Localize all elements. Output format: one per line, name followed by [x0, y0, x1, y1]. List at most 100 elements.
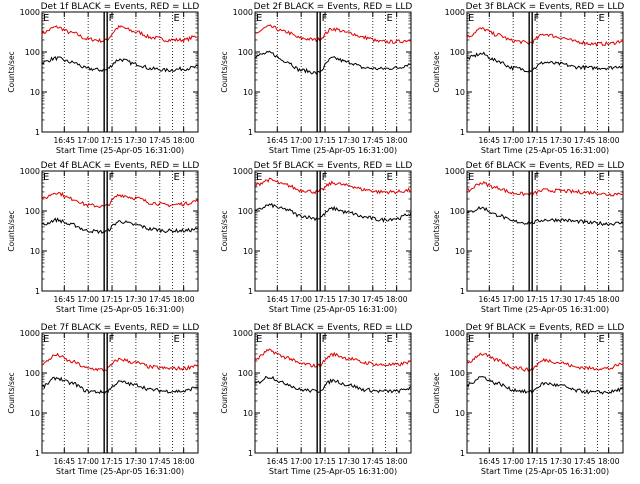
marker-label: E: [256, 172, 262, 183]
detector-panel: Det 3f BLACK = Events, RED = LLD Counts/s…: [432, 2, 624, 155]
y-tick-label: 1: [35, 287, 40, 296]
panel-title: Det 6f BLACK = Events, RED = LLD: [466, 161, 625, 171]
plot-frame: [254, 170, 412, 292]
x-tick-label: 18:00: [173, 136, 195, 145]
x-tick-label: 17:45: [149, 457, 171, 466]
lld-series-line: [466, 352, 624, 372]
y-tick-label: 100: [238, 369, 253, 378]
lld-series-line: [254, 177, 412, 195]
x-tick-label: 17:30: [125, 457, 147, 466]
x-tick-label: 17:15: [314, 295, 336, 304]
y-tick-label: 100: [25, 369, 40, 378]
x-tick-label: 18:00: [598, 295, 620, 304]
panel-title: Det 9f BLACK = Events, RED = LLD: [466, 323, 625, 333]
events-series-line: [41, 55, 199, 73]
panel-title: Det 2f BLACK = Events, RED = LLD: [254, 2, 413, 12]
lld-series-line: [254, 348, 412, 368]
y-tick-label: 1000: [20, 329, 40, 338]
y-tick-label: 10: [30, 247, 40, 256]
marker-label: E: [174, 13, 180, 24]
detector-panel: Det 2f BLACK = Events, RED = LLD Counts/s…: [220, 2, 412, 155]
x-tick-label: 18:00: [598, 457, 620, 466]
y-axis-label: Counts/sec: [7, 51, 16, 92]
x-axis-label: Start Time (25-Apr-05 16:31:00): [56, 305, 184, 314]
marker-label: E: [599, 334, 605, 345]
x-tick-label: 18:00: [386, 136, 408, 145]
y-tick-label: 1: [248, 449, 253, 458]
x-tick-label: 17:00: [502, 295, 524, 304]
y-tick-label: 100: [450, 369, 465, 378]
y-tick-label: 1000: [445, 329, 465, 338]
marker-label: E: [599, 172, 605, 183]
plot-frame: [254, 11, 412, 133]
x-tick-label: 17:45: [362, 457, 384, 466]
plot-frame: [466, 332, 624, 454]
panel-title: Det 8f BLACK = Events, RED = LLD: [254, 323, 413, 333]
x-tick-label: 17:45: [149, 136, 171, 145]
marker-label: E: [387, 172, 393, 183]
x-tick-label: 18:00: [173, 457, 195, 466]
x-axis-label: Start Time (25-Apr-05 16:31:00): [481, 467, 609, 476]
lld-series-line: [41, 191, 199, 209]
marker-label: E: [256, 13, 262, 24]
x-tick-label: 16:45: [478, 457, 500, 466]
x-tick-label: 17:15: [101, 457, 123, 466]
y-tick-label: 100: [25, 207, 40, 216]
x-tick-label: 17:15: [314, 136, 336, 145]
marker-label: E: [387, 334, 393, 345]
x-tick-label: 17:45: [362, 136, 384, 145]
events-series-line: [467, 51, 624, 73]
x-axis-label: Start Time (25-Apr-05 16:31:00): [269, 305, 397, 314]
y-tick-label: 1: [248, 128, 253, 137]
events-series-line: [254, 375, 412, 394]
y-tick-label: 10: [455, 409, 465, 418]
y-axis-label: Counts/sec: [432, 210, 441, 251]
marker-label: F: [322, 334, 328, 345]
y-tick-label: 100: [450, 207, 465, 216]
x-tick-label: 17:30: [338, 295, 360, 304]
y-axis-label: Counts/sec: [7, 372, 16, 413]
marker-label: F: [109, 13, 115, 24]
events-series-line: [41, 376, 199, 395]
events-series-line: [254, 50, 412, 75]
y-tick-label: 10: [243, 88, 253, 97]
panel-title: Det 4f BLACK = Events, RED = LLD: [41, 161, 200, 171]
panel-title: Det 5f BLACK = Events, RED = LLD: [254, 161, 413, 171]
y-axis-label: Counts/sec: [7, 210, 16, 251]
panel-title: Det 7f BLACK = Events, RED = LLD: [41, 323, 200, 333]
x-tick-label: 18:00: [386, 295, 408, 304]
x-tick-label: 17:45: [574, 457, 596, 466]
x-tick-label: 17:15: [101, 136, 123, 145]
x-tick-label: 16:45: [53, 457, 75, 466]
plot-frame: [466, 11, 624, 133]
marker-label: F: [322, 13, 328, 24]
detector-panel: Det 4f BLACK = Events, RED = LLD Counts/s…: [7, 161, 199, 314]
y-tick-label: 100: [238, 207, 253, 216]
y-tick-label: 10: [30, 409, 40, 418]
marker-label: F: [322, 172, 328, 183]
y-tick-label: 100: [25, 48, 40, 57]
x-axis-label: Start Time (25-Apr-05 16:31:00): [56, 146, 184, 155]
x-tick-label: 17:00: [77, 295, 99, 304]
x-axis-label: Start Time (25-Apr-05 16:31:00): [481, 146, 609, 155]
x-tick-label: 17:30: [550, 457, 572, 466]
y-tick-label: 10: [455, 247, 465, 256]
panel-title: Det 1f BLACK = Events, RED = LLD: [41, 2, 200, 12]
marker-label: E: [599, 13, 605, 24]
x-tick-label: 17:30: [125, 295, 147, 304]
x-tick-label: 17:30: [550, 136, 572, 145]
marker-label: E: [468, 13, 474, 24]
y-axis-label: Counts/sec: [220, 210, 229, 251]
y-tick-label: 1000: [233, 167, 253, 176]
y-tick-label: 10: [243, 409, 253, 418]
x-tick-label: 17:15: [526, 457, 548, 466]
marker-label: E: [43, 334, 49, 345]
marker-label: E: [256, 334, 262, 345]
y-tick-label: 1: [460, 287, 465, 296]
plot-frame: [466, 170, 624, 292]
marker-label: E: [468, 172, 474, 183]
y-axis-label: Counts/sec: [432, 372, 441, 413]
x-tick-label: 17:30: [550, 295, 572, 304]
y-tick-label: 1: [35, 128, 40, 137]
